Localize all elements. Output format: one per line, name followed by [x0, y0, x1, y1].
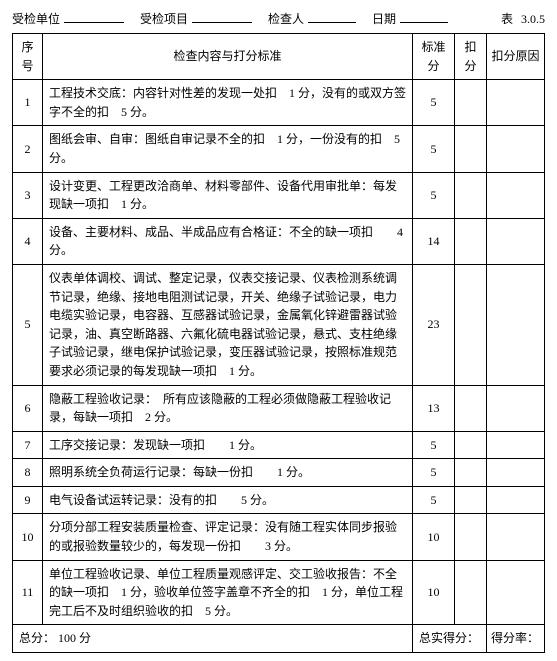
table-no-label: 表 — [501, 10, 513, 27]
row-content: 隐蔽工程验收记录： 所有应该隐蔽的工程必须做隐蔽工程验收记录，每缺一项扣 2 分… — [43, 385, 413, 431]
unit-label: 受检单位 — [12, 10, 60, 27]
row-reason[interactable] — [487, 264, 545, 385]
row-content: 工程技术交底：内容针对性差的发现一处扣 1 分，没有的或双方签字不全的扣 5 分… — [43, 80, 413, 126]
row-std: 5 — [413, 459, 455, 487]
row-std: 14 — [413, 218, 455, 264]
row-reason[interactable] — [487, 385, 545, 431]
row-std: 5 — [413, 172, 455, 218]
row-reason[interactable] — [487, 431, 545, 459]
table-row: 1工程技术交底：内容针对性差的发现一处扣 1 分，没有的或双方签字不全的扣 5 … — [13, 80, 545, 126]
row-std: 5 — [413, 431, 455, 459]
row-deduct[interactable] — [455, 172, 487, 218]
row-deduct[interactable] — [455, 560, 487, 625]
table-row: 9电气设备试运转记录：没有的扣 5 分。5 — [13, 486, 545, 514]
row-content: 仪表单体调校、调试、整定记录，仪表交接记录、仪表检测系统调节记录，绝缘、接地电阻… — [43, 264, 413, 385]
row-deduct[interactable] — [455, 218, 487, 264]
unit-field[interactable] — [64, 8, 124, 23]
row-reason[interactable] — [487, 486, 545, 514]
table-row: 11单位工程验收记录、单位工程质量观感评定、交工验收报告：不全的缺一项扣 1 分… — [13, 560, 545, 625]
table-row: 4设备、主要材料、成品、半成品应有合格证：不全的缺一项扣 4 分。14 — [13, 218, 545, 264]
row-content: 设计变更、工程更改洽商单、材料零部件、设备代用审批单：每发现缺一项扣 1 分。 — [43, 172, 413, 218]
table-row: 2图纸会审、自审：图纸自审记录不全的扣 1 分，一份没有的扣 5 分。5 — [13, 126, 545, 172]
row-num: 7 — [13, 431, 43, 459]
table-row: 8照明系统全负荷运行记录：每缺一份扣 1 分。5 — [13, 459, 545, 487]
col-reason: 扣分原因 — [487, 34, 545, 80]
table-row: 3设计变更、工程更改洽商单、材料零部件、设备代用审批单：每发现缺一项扣 1 分。… — [13, 172, 545, 218]
form-header: 受检单位 受检项目 检查人 日期 表 3.0.5 — [12, 8, 545, 27]
footer-total-cell: 总分： 100 分 — [13, 625, 413, 653]
row-reason[interactable] — [487, 172, 545, 218]
footer-actual-cell: 总实得分： — [413, 625, 487, 653]
row-std: 5 — [413, 80, 455, 126]
table-no: 3.0.5 — [521, 12, 545, 27]
row-num: 1 — [13, 80, 43, 126]
total-value: 100 分 — [58, 631, 91, 645]
rate-label: 得分率： — [491, 631, 539, 645]
row-std: 10 — [413, 560, 455, 625]
table-row: 7工序交接记录：发现缺一项扣 1 分。5 — [13, 431, 545, 459]
row-deduct[interactable] — [455, 80, 487, 126]
date-field[interactable] — [400, 8, 448, 23]
col-num: 序号 — [13, 34, 43, 80]
row-num: 2 — [13, 126, 43, 172]
row-std: 23 — [413, 264, 455, 385]
row-content: 单位工程验收记录、单位工程质量观感评定、交工验收报告：不全的缺一项扣 1 分，验… — [43, 560, 413, 625]
col-deduct: 扣分 — [455, 34, 487, 80]
footer-row: 总分： 100 分 总实得分： 得分率： % — [13, 625, 545, 653]
row-reason[interactable] — [487, 80, 545, 126]
row-num: 6 — [13, 385, 43, 431]
row-reason[interactable] — [487, 459, 545, 487]
row-std: 5 — [413, 126, 455, 172]
row-deduct[interactable] — [455, 385, 487, 431]
row-deduct[interactable] — [455, 459, 487, 487]
inspector-label: 检查人 — [268, 10, 304, 27]
row-num: 8 — [13, 459, 43, 487]
inspection-table: 序号 检查内容与打分标准 标准分 扣分 扣分原因 1工程技术交底：内容针对性差的… — [12, 33, 545, 653]
row-deduct[interactable] — [455, 431, 487, 459]
row-std: 5 — [413, 486, 455, 514]
date-label: 日期 — [372, 10, 396, 27]
project-label: 受检项目 — [140, 10, 188, 27]
total-label: 总分： — [19, 631, 55, 645]
row-deduct[interactable] — [455, 264, 487, 385]
row-reason[interactable] — [487, 218, 545, 264]
table-header-row: 序号 检查内容与打分标准 标准分 扣分 扣分原因 — [13, 34, 545, 80]
row-num: 4 — [13, 218, 43, 264]
table-row: 6隐蔽工程验收记录： 所有应该隐蔽的工程必须做隐蔽工程验收记录，每缺一项扣 2 … — [13, 385, 545, 431]
row-content: 设备、主要材料、成品、半成品应有合格证：不全的缺一项扣 4 分。 — [43, 218, 413, 264]
row-reason[interactable] — [487, 126, 545, 172]
project-field[interactable] — [192, 8, 252, 23]
row-content: 工序交接记录：发现缺一项扣 1 分。 — [43, 431, 413, 459]
row-std: 13 — [413, 385, 455, 431]
table-row: 5仪表单体调校、调试、整定记录，仪表交接记录、仪表检测系统调节记录，绝缘、接地电… — [13, 264, 545, 385]
row-reason[interactable] — [487, 560, 545, 625]
row-deduct[interactable] — [455, 126, 487, 172]
row-num: 11 — [13, 560, 43, 625]
row-num: 3 — [13, 172, 43, 218]
row-deduct[interactable] — [455, 486, 487, 514]
row-content: 电气设备试运转记录：没有的扣 5 分。 — [43, 486, 413, 514]
row-num: 5 — [13, 264, 43, 385]
actual-label: 总实得分： — [419, 631, 479, 645]
footer-rate-cell: 得分率： % — [487, 625, 545, 653]
col-content: 检查内容与打分标准 — [43, 34, 413, 80]
row-content: 图纸会审、自审：图纸自审记录不全的扣 1 分，一份没有的扣 5 分。 — [43, 126, 413, 172]
inspector-field[interactable] — [308, 8, 356, 23]
row-num: 9 — [13, 486, 43, 514]
col-std: 标准分 — [413, 34, 455, 80]
row-content: 照明系统全负荷运行记录：每缺一份扣 1 分。 — [43, 459, 413, 487]
